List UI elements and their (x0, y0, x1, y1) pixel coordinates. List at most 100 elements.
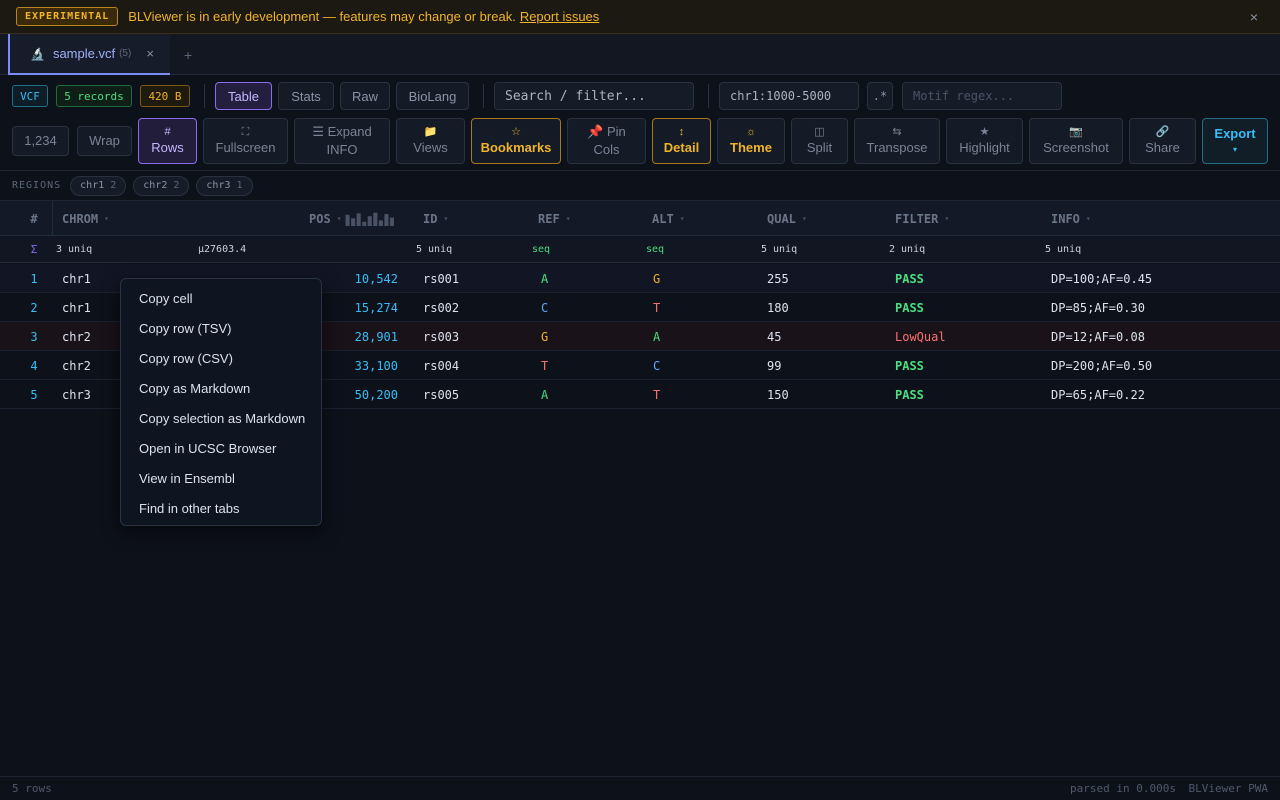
pin-cols-button[interactable]: 📌 Pin Cols (567, 118, 646, 164)
context-menu-item[interactable]: View in Ensembl (139, 470, 235, 486)
sort-icon[interactable]: ▾ (1085, 214, 1091, 223)
context-menu-item[interactable]: Open in UCSC Browser (139, 440, 277, 456)
cell-chrom[interactable]: chr2 (62, 358, 91, 373)
cell-alt[interactable]: T (653, 300, 661, 315)
sort-icon[interactable]: ▾ (443, 214, 449, 223)
sort-icon[interactable]: ▾ (679, 214, 685, 223)
export-button[interactable]: Export ▾ (1202, 118, 1268, 164)
context-menu-item[interactable]: Find in other tabs (139, 500, 240, 516)
cell-qual[interactable]: 180 (767, 300, 789, 315)
cell-chrom[interactable]: chr1 (62, 271, 91, 286)
cell-info[interactable]: DP=65;AF=0.22 (1051, 387, 1145, 402)
view-mode-raw[interactable]: Raw (340, 82, 390, 110)
number-format-button[interactable]: 1,234 (12, 126, 69, 156)
context-menu-item[interactable]: Copy row (CSV) (139, 350, 233, 366)
cell-id[interactable]: rs004 (423, 358, 460, 373)
cell-info[interactable]: DP=85;AF=0.30 (1051, 300, 1145, 315)
cell-ref[interactable]: C (541, 300, 549, 315)
cell-alt[interactable]: A (653, 329, 661, 344)
cell-pos[interactable]: 10,542 (354, 271, 398, 286)
search-input[interactable]: Search / filter... (494, 82, 694, 110)
cell-qual[interactable]: 150 (767, 387, 789, 402)
cell-info[interactable]: DP=200;AF=0.50 (1051, 358, 1153, 373)
column-header-ref[interactable]: REF ▾ (538, 201, 571, 236)
sort-icon[interactable]: ▾ (944, 214, 950, 223)
column-header-id[interactable]: ID ▾ (423, 201, 448, 236)
cell-pos[interactable]: 28,901 (354, 329, 398, 344)
cell-alt[interactable]: T (653, 387, 661, 402)
cell-info[interactable]: DP=100;AF=0.45 (1051, 271, 1153, 286)
cell-id[interactable]: rs002 (423, 300, 460, 315)
column-header-filter[interactable]: FILTER ▾ (895, 201, 949, 236)
detail-button[interactable]: ↕ Detail (652, 118, 711, 164)
cell-ref[interactable]: A (541, 271, 549, 286)
context-menu-item[interactable]: Copy as Markdown (139, 380, 251, 396)
share-button[interactable]: 🔗 Share (1129, 118, 1196, 164)
cell-chrom[interactable]: chr2 (62, 329, 91, 344)
file-tab[interactable]: 🔬 sample.vcf (5) × (8, 34, 170, 75)
motif-regex-input[interactable]: Motif regex... (902, 82, 1062, 110)
wrap-button[interactable]: Wrap (77, 126, 132, 156)
cell-id[interactable]: rs005 (423, 387, 460, 402)
transpose-button[interactable]: ⇆ Transpose (854, 118, 940, 164)
tab-close-icon[interactable]: × (146, 46, 154, 61)
cell-ref[interactable]: G (541, 329, 549, 344)
sort-icon[interactable]: ▾ (336, 214, 342, 223)
context-menu-item[interactable]: Copy cell (139, 290, 193, 306)
sort-icon[interactable]: ▾ (565, 214, 571, 223)
rows-button[interactable]: # Rows (138, 118, 197, 164)
sort-icon[interactable]: ▾ (801, 214, 807, 223)
cell-id[interactable]: rs001 (423, 271, 460, 286)
view-mode-stats[interactable]: Stats (278, 82, 334, 110)
region-chip-chr3[interactable]: chr3 1 (196, 175, 253, 196)
region-chip-chr1[interactable]: chr1 2 (70, 175, 127, 196)
view-mode-table[interactable]: Table (215, 82, 272, 110)
column-header-info[interactable]: INFO ▾ (1051, 201, 1091, 236)
column-header-chrom[interactable]: CHROM ▾ (62, 201, 109, 236)
cell-chrom[interactable]: chr1 (62, 300, 91, 315)
cell-alt[interactable]: C (653, 358, 661, 373)
cell-filter[interactable]: PASS (895, 271, 924, 286)
column-header-qual[interactable]: QUAL ▾ (767, 201, 807, 236)
expand-info-button[interactable]: ☰ Expand INFO (294, 118, 390, 164)
cell-filter[interactable]: PASS (895, 387, 924, 402)
views-button[interactable]: 📁 Views (396, 118, 465, 164)
cell-pos[interactable]: 50,200 (354, 387, 398, 402)
column-label: INFO (1051, 211, 1080, 226)
cell-pos[interactable]: 15,274 (354, 300, 398, 315)
regex-toggle[interactable]: .* (867, 82, 893, 110)
cell-filter[interactable]: LowQual (895, 329, 946, 344)
cell-chrom[interactable]: chr3 (62, 387, 91, 402)
cell-filter[interactable]: PASS (895, 358, 924, 373)
cell-id[interactable]: rs003 (423, 329, 460, 344)
context-menu-item[interactable]: Copy selection as Markdown (139, 410, 306, 426)
region-chip-chr2[interactable]: chr2 2 (133, 175, 190, 196)
cell-qual[interactable]: 255 (767, 271, 789, 286)
cell-ref[interactable]: A (541, 387, 549, 402)
cell-info[interactable]: DP=12;AF=0.08 (1051, 329, 1145, 344)
table-row[interactable]: 5 50,200 chr3 rs005 A T 150 PASS DP=65;AF=0.22 (0, 380, 1280, 409)
cell-ref[interactable]: T (541, 358, 549, 373)
view-mode-biolang[interactable]: BioLang (396, 82, 469, 110)
screenshot-button[interactable]: 📷 Screenshot (1029, 118, 1123, 164)
table-row[interactable]: 4 33,100 chr2 rs004 T C 99 PASS DP=200;AF=0.50 (0, 351, 1280, 380)
split-button[interactable]: ◫ Split (791, 118, 848, 164)
cell-pos[interactable]: 33,100 (354, 358, 398, 373)
highlight-button[interactable]: ★ Highlight (946, 118, 1023, 164)
context-menu-item[interactable]: Copy row (TSV) (139, 320, 232, 336)
report-issues-link[interactable]: Report issues (519, 9, 600, 24)
column-header-pos[interactable]: POS ▾ (309, 201, 395, 236)
column-header-alt[interactable]: ALT ▾ (652, 201, 685, 236)
cell-qual[interactable]: 45 (767, 329, 782, 344)
cell-qual[interactable]: 99 (767, 358, 782, 373)
fullscreen-button[interactable]: ⛶ Fullscreen (203, 118, 288, 164)
cell-filter[interactable]: PASS (895, 300, 924, 315)
add-tab-icon[interactable]: + (184, 47, 193, 63)
bookmarks-button[interactable]: ☆ Bookmarks (471, 118, 561, 164)
sort-icon[interactable]: ▾ (104, 214, 109, 223)
cell-alt[interactable]: G (653, 271, 661, 286)
theme-button[interactable]: ☼ Theme (717, 118, 785, 164)
banner-close-icon[interactable]: × (1249, 9, 1258, 25)
table-row[interactable]: 2 15,274 chr1 rs002 C T 180 PASS DP=85;AF=0.30 (0, 293, 1280, 322)
region-input[interactable]: chr1:1000-5000 (719, 82, 859, 110)
